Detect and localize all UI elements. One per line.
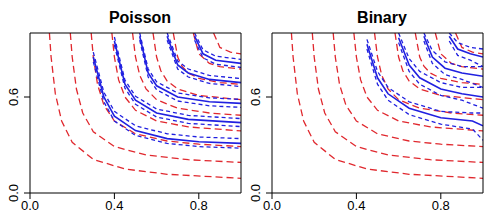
svg-text:0.6: 0.6 xyxy=(8,88,21,106)
svg-text:0.6: 0.6 xyxy=(250,88,263,106)
svg-text:0.4: 0.4 xyxy=(105,198,123,213)
html-text:Binary: Binary xyxy=(357,9,407,26)
svg-text:0.8: 0.8 xyxy=(432,198,450,213)
svg-text:0.4: 0.4 xyxy=(347,198,365,213)
svg-text:0.0: 0.0 xyxy=(263,198,281,213)
html-text:Poisson: Poisson xyxy=(108,9,172,26)
svg-text:0.8: 0.8 xyxy=(190,198,208,213)
svg-text:0.0: 0.0 xyxy=(8,184,21,202)
svg-text:0.0: 0.0 xyxy=(21,198,39,213)
svg-text:0.0: 0.0 xyxy=(250,184,263,202)
